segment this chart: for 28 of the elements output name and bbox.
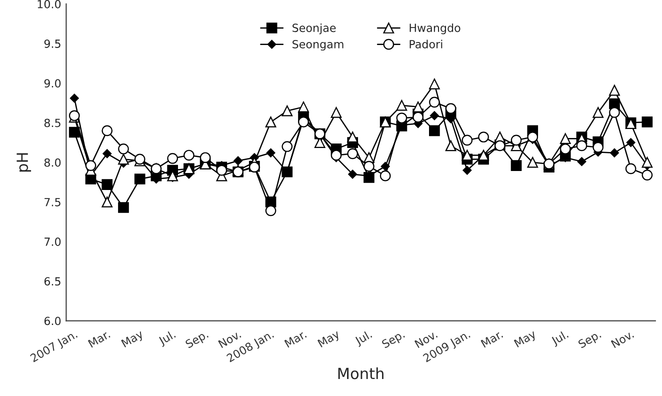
x-tick-label: Sep. (381, 330, 406, 350)
x-tick-label: Mar. (284, 330, 307, 348)
x-tick-label: Jul. (550, 330, 570, 348)
legend-label: Seonjae (292, 23, 336, 34)
y-tick-label: 7.5 (44, 198, 60, 206)
x-tick-label: Nov. (610, 330, 634, 348)
x-tick-label: Sep. (578, 330, 602, 350)
legend-label: Hwangdo (410, 23, 460, 34)
y-tick-label: 8.5 (44, 118, 60, 128)
x-tick-label: May (317, 330, 342, 350)
x-tick-label: Mar. (480, 330, 504, 348)
y-tick-label: 9.5 (44, 40, 60, 48)
x-tick-label: Jul. (354, 330, 374, 348)
x-tick-label: Mar. (88, 330, 110, 348)
x-axis-title: Month (338, 367, 384, 380)
legend-label: Seongam (292, 40, 344, 51)
legend-label: Padori (410, 40, 442, 48)
y-axis-title: pH (16, 153, 32, 172)
y-tick-label: 6.5 (44, 277, 60, 286)
x-tick-label: May (514, 330, 538, 350)
y-tick-label: 6.0 (44, 316, 61, 326)
x-tick-label: Sep. (184, 330, 210, 350)
y-tick-label: 9.0 (44, 79, 61, 88)
y-tick-label: 7.0 (44, 238, 61, 246)
x-tick-label: Jul. (157, 330, 177, 348)
y-tick-label: 10.0 (38, 0, 61, 8)
y-tick-label: 8.0 (44, 158, 61, 167)
x-tick-label: May (121, 330, 145, 350)
